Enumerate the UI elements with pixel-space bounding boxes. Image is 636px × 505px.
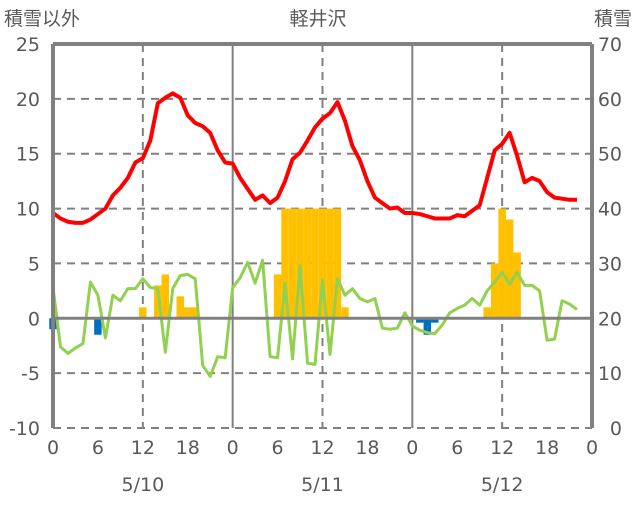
y-right-tick-label: 0 [610,418,622,440]
line-series [51,91,578,378]
bar-positive [341,307,349,319]
bar-positive [296,208,304,319]
y-right-tick-label: 50 [598,144,622,166]
bar-positive [303,208,312,319]
bar-positive [139,307,147,319]
y-left-tick-label: 15 [16,144,40,166]
x-tick-label: 6 [451,437,463,459]
bar-positive [288,208,297,319]
bar-positive [281,208,289,319]
bar-positive [161,274,170,319]
bar-negative [423,318,432,335]
bar-positive [273,274,282,319]
x-tick-label: 18 [355,437,379,459]
x-tick-label: 0 [227,437,239,459]
gridlines [53,44,592,429]
bar-positive [483,307,491,319]
y-right-tick-label: 30 [598,253,622,275]
bar-positive [184,307,192,319]
y-right-tick-label: 60 [598,89,622,111]
y-left-tick-label: -10 [9,418,40,440]
y-right-tick-label: 10 [598,363,622,385]
bar-positive [490,263,499,319]
chart-title: 軽井沢 [289,8,346,30]
right-axis-title: 積雪 [594,8,632,30]
y-left-tick-label: 10 [16,199,40,221]
y-right-tick-label: 70 [598,34,622,56]
bar-positive [318,208,327,319]
y-left-tick-label: 0 [28,308,40,330]
bar-negative [94,318,102,335]
bar-positive [498,208,506,319]
x-tick-label: 6 [272,437,284,459]
bar-positive [191,307,199,319]
green-line [51,258,578,378]
bar-positive [311,208,319,319]
red-line [51,91,578,225]
bar-positive [326,208,334,319]
x-tick-label: 18 [176,437,200,459]
x-tick-label: 12 [490,437,514,459]
x-tick-label: 0 [586,437,598,459]
bar-positive [513,252,521,319]
bar-positive [505,219,514,319]
bar-positive [154,285,162,319]
x-tick-label: 18 [535,437,559,459]
y-left-tick-label: -5 [21,363,40,385]
y-right-tick-label: 20 [598,308,622,330]
plot-frame [51,42,594,428]
date-label: 5/11 [301,474,344,496]
bar-series [49,208,521,335]
y-left-tick-label: 25 [16,34,40,56]
x-tick-label: 6 [92,437,104,459]
bar-negative [431,318,439,323]
y-right-tick-label: 40 [598,199,622,221]
y-left-tick-label: 20 [16,89,40,111]
bar-positive [333,208,342,319]
x-tick-label: 0 [406,437,418,459]
x-tick-label: 12 [131,437,155,459]
bar-negative [416,318,424,323]
date-label: 5/10 [121,474,164,496]
left-axis-title: 積雪以外 [4,8,80,30]
x-tick-label: 0 [47,437,59,459]
date-label: 5/12 [481,474,524,496]
bar-positive [176,296,185,319]
y-left-tick-label: 5 [28,253,40,275]
x-tick-label: 12 [310,437,334,459]
